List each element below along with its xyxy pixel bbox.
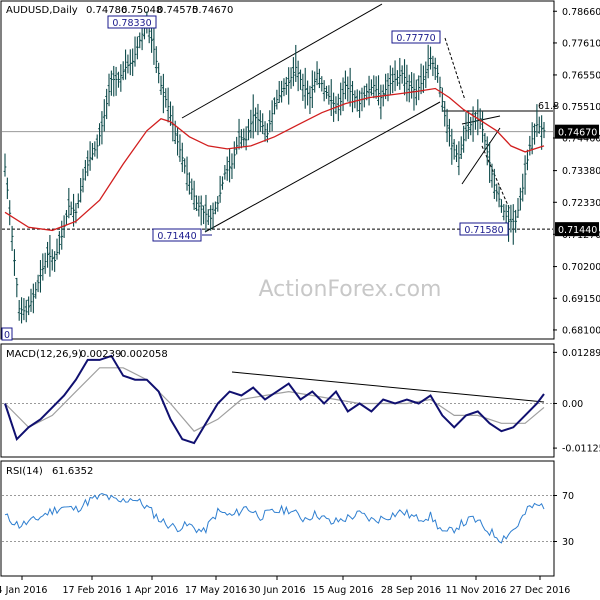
low-0-label: 0 xyxy=(4,330,10,341)
wedge-lower-line xyxy=(461,127,501,185)
price-tick-label: 0.69150 xyxy=(562,294,600,305)
support-label: 0.71440 xyxy=(558,225,597,236)
high-77770-box xyxy=(391,30,441,44)
price-panel xyxy=(0,0,555,340)
price-axis-ticks: 0.78660 0.77610 0.76550 0.75510 0.74460 0.733… xyxy=(2,7,600,336)
moving-average-line xyxy=(4,87,545,232)
chart-header-high: 0.75048 xyxy=(121,5,162,16)
price-tick-label: 0.70200 xyxy=(562,262,600,273)
high-77770-label: 0.77770 xyxy=(396,33,435,44)
macd-tick-label: 0.00 xyxy=(562,399,583,410)
price-annotations: 0.78330 0.77770 0.71440 0.71580 0 xyxy=(1,15,509,341)
price-tick-label: 0.76550 xyxy=(562,70,600,81)
rsi-header-label: RSI(14) xyxy=(6,466,43,477)
x-tick-label: 30 Jun 2016 xyxy=(248,585,305,596)
low-71580-box xyxy=(459,222,509,236)
price-tick-label: 0.72330 xyxy=(562,198,600,209)
macd-trendline xyxy=(231,371,545,403)
rsi-tick-label: 30 xyxy=(562,537,574,548)
x-tick-label: 17 Feb 2016 xyxy=(62,585,121,596)
actionforex-watermark: ActionForex.com xyxy=(259,277,442,302)
rsi-lines: 70 30 xyxy=(2,491,574,548)
rsi-tick-label: 70 xyxy=(562,491,574,502)
macd-header-v1: 0.00239 xyxy=(80,349,121,360)
macd-header-v2: 0.002058 xyxy=(120,349,168,360)
x-tick-label: 1 Apr 2016 xyxy=(126,585,179,596)
macd-header-label: MACD(12,26,9) xyxy=(6,349,82,360)
price-tick-label: 0.68100 xyxy=(562,325,600,336)
low-71440-box xyxy=(152,228,202,242)
macd-main-line xyxy=(4,354,545,445)
high-78330-box xyxy=(107,15,157,29)
last-price-box xyxy=(555,124,599,139)
low-0-box xyxy=(1,327,13,341)
last-price-label: 0.74670 xyxy=(558,128,597,139)
moving-average xyxy=(4,87,545,232)
high-78330-label: 0.78330 xyxy=(112,18,151,29)
macd-panel xyxy=(0,343,555,458)
rsi-line xyxy=(4,493,545,544)
rsi-panel xyxy=(0,460,555,577)
chart-header-symbol: AUDUSD,Daily xyxy=(6,5,78,16)
price-bars xyxy=(3,11,546,324)
x-tick-label: 28 Sep 2016 xyxy=(381,585,441,596)
price-tick-label: 0.78660 xyxy=(562,7,600,18)
rsi-header-value: 61.6352 xyxy=(52,466,93,477)
price-tick-label: 0.73380 xyxy=(562,166,600,177)
support-box xyxy=(555,222,599,237)
x-tick-label: 4 Jan 2016 xyxy=(0,585,47,596)
low-71580-label: 0.71580 xyxy=(464,225,503,236)
x-tick-label: 11 Nov 2016 xyxy=(446,585,507,596)
price-tick-label: 0.75510 xyxy=(562,102,600,113)
channel-upper-line xyxy=(181,3,383,119)
low-71440-label: 0.71440 xyxy=(157,231,196,242)
x-axis-ticks: 4 Jan 2016 17 Feb 2016 1 Apr 2016 17 May 20… xyxy=(0,576,570,596)
wedge-dashed-line xyxy=(481,145,511,211)
price-tick-label: 0.77610 xyxy=(562,38,600,49)
chart-header-close: 0.74670 xyxy=(192,5,233,16)
fib-level-label: 61.8 xyxy=(538,101,559,112)
macd-lines: 0.012894 0.00 -0.011253 xyxy=(2,348,600,455)
macd-tick-label: -0.011253 xyxy=(562,444,600,455)
channel-lower-line xyxy=(204,101,441,233)
macd-tick-label: 0.012894 xyxy=(562,348,600,359)
x-tick-label: 27 Dec 2016 xyxy=(510,585,571,596)
macd-signal-line xyxy=(4,367,545,432)
x-tick-label: 17 May 2016 xyxy=(185,585,247,596)
price-tick-label: 0.74460 xyxy=(562,134,600,145)
x-tick-label: 15 Aug 2016 xyxy=(313,585,374,596)
chart-header-low: 0.74575 xyxy=(157,5,198,16)
chart-header-open: 0.74786 xyxy=(86,5,127,16)
trend-dashed-line xyxy=(444,37,466,101)
